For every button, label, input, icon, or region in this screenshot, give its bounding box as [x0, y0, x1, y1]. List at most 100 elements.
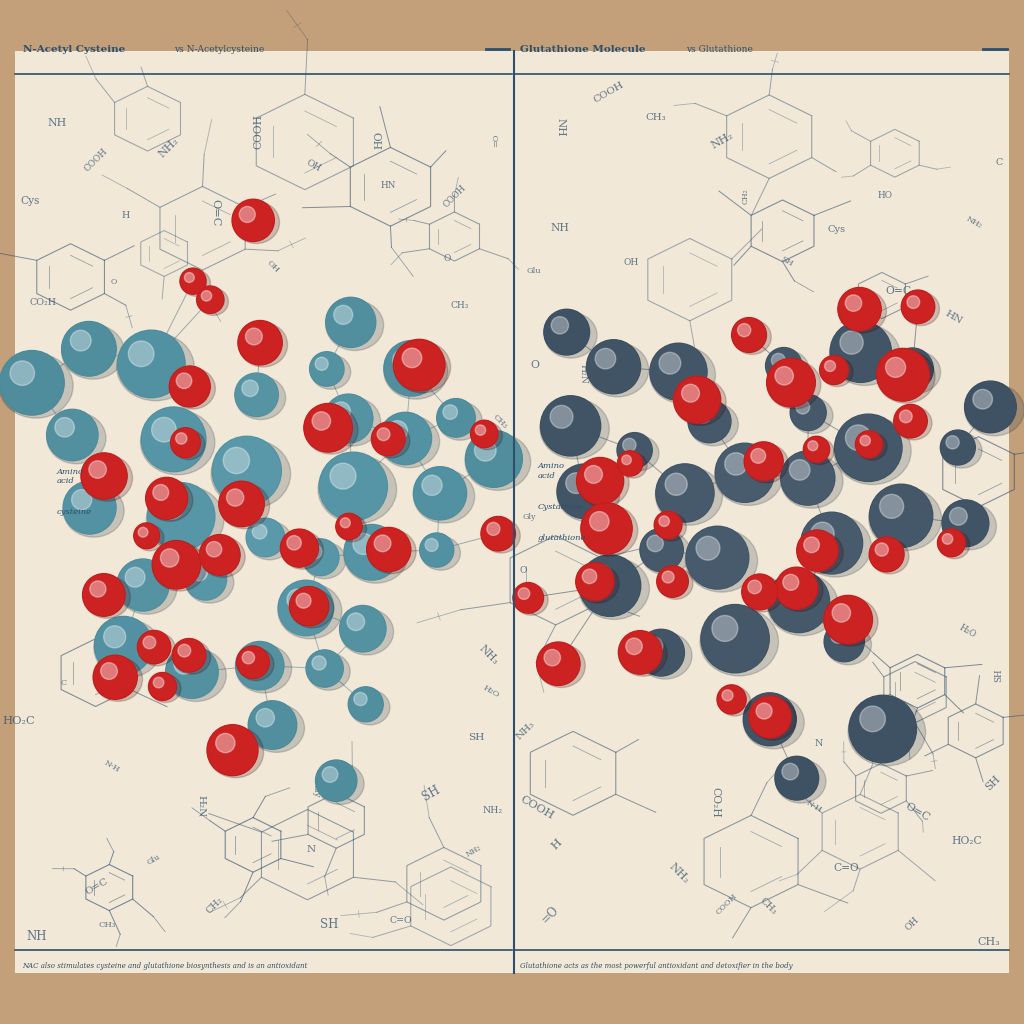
Text: SH: SH: [468, 732, 484, 741]
Ellipse shape: [798, 532, 843, 573]
Circle shape: [965, 381, 1016, 433]
Circle shape: [393, 349, 414, 371]
Ellipse shape: [140, 410, 215, 475]
Circle shape: [236, 641, 284, 690]
Text: O: O: [111, 278, 117, 286]
Circle shape: [894, 404, 928, 438]
Text: C=O: C=O: [389, 915, 413, 925]
Circle shape: [63, 481, 116, 535]
Circle shape: [891, 348, 933, 390]
Circle shape: [550, 406, 573, 428]
Ellipse shape: [201, 537, 245, 578]
Text: OH: OH: [265, 259, 281, 274]
Ellipse shape: [0, 353, 73, 418]
Text: O=C: O=C: [211, 199, 221, 226]
Circle shape: [782, 574, 799, 591]
Circle shape: [544, 309, 590, 355]
Circle shape: [688, 399, 731, 442]
Circle shape: [804, 436, 829, 463]
Circle shape: [949, 508, 968, 525]
Circle shape: [72, 489, 92, 510]
Circle shape: [248, 700, 297, 750]
Text: O: O: [444, 255, 452, 263]
Circle shape: [207, 725, 258, 775]
Circle shape: [590, 512, 609, 531]
Ellipse shape: [545, 312, 597, 358]
Circle shape: [743, 693, 797, 745]
Text: O=C: O=C: [885, 286, 911, 296]
Circle shape: [465, 430, 522, 487]
Ellipse shape: [82, 455, 132, 501]
Ellipse shape: [151, 675, 181, 702]
Circle shape: [942, 500, 989, 547]
Text: glutathione: glutathione: [538, 534, 586, 542]
Circle shape: [686, 526, 749, 589]
Ellipse shape: [379, 416, 439, 468]
Circle shape: [659, 352, 681, 374]
Text: N: N: [306, 846, 315, 854]
Text: C: C: [995, 158, 1002, 167]
Text: N-H: N-H: [102, 759, 121, 774]
Ellipse shape: [767, 573, 839, 636]
Text: OH: OH: [623, 258, 638, 267]
Circle shape: [134, 523, 160, 549]
Circle shape: [153, 541, 201, 589]
Circle shape: [234, 373, 279, 417]
Circle shape: [315, 357, 329, 371]
Circle shape: [617, 451, 643, 476]
Ellipse shape: [185, 561, 233, 603]
Ellipse shape: [307, 653, 350, 690]
Circle shape: [290, 587, 329, 626]
Circle shape: [374, 535, 391, 552]
Ellipse shape: [368, 529, 416, 573]
Text: H₂O: H₂O: [481, 684, 501, 699]
Ellipse shape: [146, 479, 193, 521]
Text: CH₃: CH₃: [490, 413, 509, 430]
Circle shape: [197, 286, 224, 313]
Circle shape: [626, 638, 642, 654]
Ellipse shape: [236, 644, 292, 693]
Ellipse shape: [47, 413, 105, 464]
Circle shape: [330, 463, 356, 489]
Circle shape: [696, 537, 720, 560]
Text: NH₂: NH₂: [465, 844, 482, 859]
Text: C: C: [60, 679, 67, 687]
Text: N-Acetyl Cysteine: N-Acetyl Cysteine: [23, 45, 125, 53]
Ellipse shape: [577, 564, 620, 603]
Text: HN: HN: [943, 309, 964, 326]
Circle shape: [238, 321, 283, 365]
Ellipse shape: [903, 292, 939, 326]
Circle shape: [575, 562, 614, 601]
Circle shape: [319, 453, 387, 520]
Circle shape: [0, 350, 65, 415]
Circle shape: [869, 484, 933, 548]
Circle shape: [860, 435, 870, 445]
Circle shape: [577, 458, 624, 505]
Circle shape: [100, 663, 118, 680]
Circle shape: [640, 528, 683, 571]
Circle shape: [938, 529, 966, 557]
Ellipse shape: [304, 406, 358, 454]
Text: CH₃: CH₃: [98, 922, 116, 930]
Circle shape: [103, 626, 126, 648]
Circle shape: [246, 518, 285, 557]
Circle shape: [748, 581, 762, 594]
Ellipse shape: [579, 558, 649, 620]
Circle shape: [775, 567, 818, 609]
Circle shape: [256, 709, 274, 727]
Ellipse shape: [587, 343, 649, 397]
Circle shape: [623, 438, 636, 452]
Circle shape: [252, 524, 267, 539]
Text: O=C: O=C: [904, 801, 932, 823]
Ellipse shape: [344, 527, 408, 584]
Circle shape: [565, 473, 587, 494]
Text: NH: NH: [556, 118, 565, 136]
Circle shape: [752, 701, 772, 722]
Circle shape: [725, 453, 748, 475]
Text: Amino
acid: Amino acid: [56, 468, 83, 484]
Text: HO: HO: [878, 191, 893, 201]
Ellipse shape: [438, 401, 482, 440]
Circle shape: [849, 695, 916, 763]
Ellipse shape: [248, 521, 292, 560]
Circle shape: [830, 628, 846, 643]
